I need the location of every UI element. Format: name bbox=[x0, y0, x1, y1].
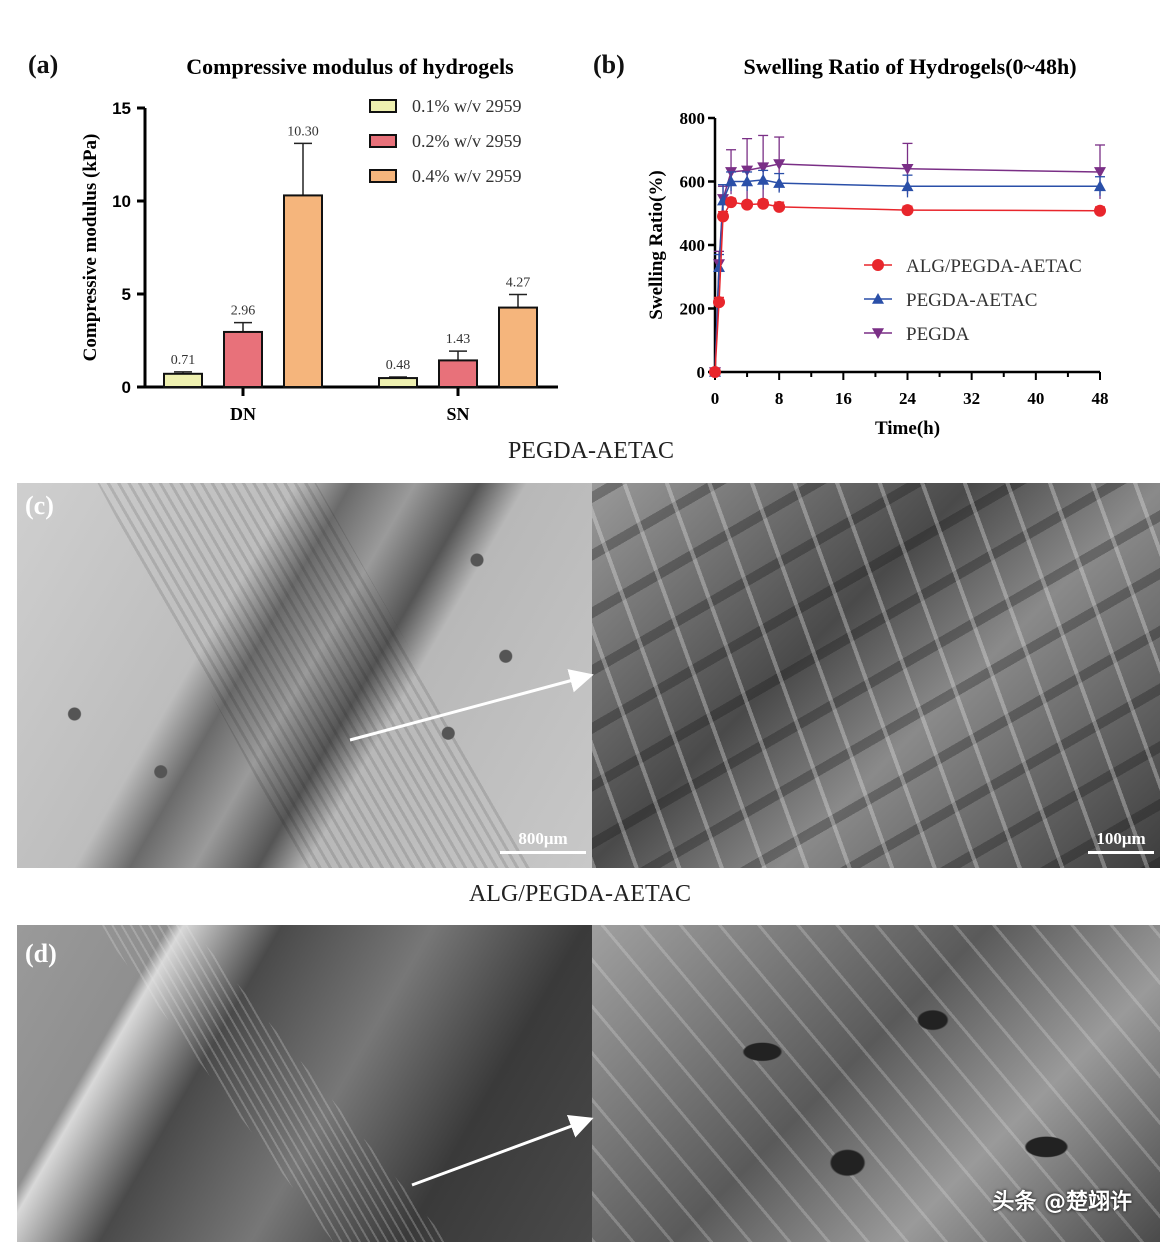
data-point bbox=[872, 328, 884, 339]
scale-bar-100um: 100μm bbox=[1088, 829, 1154, 854]
scale-label: 100μm bbox=[1096, 829, 1146, 848]
y-tick-label: 200 bbox=[680, 300, 706, 319]
scale-bar-800um: 800μm bbox=[500, 829, 586, 854]
bar bbox=[223, 330, 263, 388]
x-tick-label: 0 bbox=[711, 389, 720, 408]
watermark: 头条 @楚翊许 bbox=[992, 1190, 1132, 1215]
data-point bbox=[773, 177, 786, 188]
data-point bbox=[1094, 204, 1106, 217]
bar bbox=[378, 377, 418, 388]
data-point bbox=[773, 159, 786, 171]
data-point bbox=[725, 196, 738, 209]
data-point bbox=[725, 175, 738, 187]
data-point bbox=[709, 366, 721, 378]
data-label: 0.71 bbox=[171, 353, 196, 368]
y-tick-label: 0 bbox=[697, 363, 706, 382]
arrow-d bbox=[411, 1114, 594, 1187]
y-tick-label: 400 bbox=[680, 236, 706, 255]
scale-label: 800μm bbox=[518, 829, 568, 848]
panel-a-label: (a) bbox=[28, 50, 59, 79]
data-point bbox=[757, 162, 770, 174]
data-point bbox=[713, 261, 726, 273]
y-tick-label: 5 bbox=[122, 285, 131, 304]
data-label: 0.48 bbox=[386, 358, 411, 373]
legend-swatch bbox=[369, 134, 397, 148]
panel-d-title: ALG/PEGDA-AETAC bbox=[468, 881, 692, 907]
bar bbox=[163, 372, 203, 389]
legend-swatch bbox=[369, 99, 397, 113]
data-point bbox=[901, 164, 914, 175]
x-tick-label: 40 bbox=[1027, 389, 1044, 408]
legend-label: PEGDA bbox=[906, 324, 970, 345]
legend-swatch bbox=[369, 169, 397, 183]
data-label: 10.30 bbox=[287, 124, 319, 139]
data-point bbox=[773, 200, 786, 213]
y-tick-label: 600 bbox=[680, 173, 706, 192]
data-point bbox=[1094, 180, 1106, 192]
swelling-ratio-chart: Swelling Ratio of Hydrogels(0~48h) 0 200 40… bbox=[646, 54, 1109, 439]
legend-label: 0.2% w/v 2959 bbox=[412, 131, 522, 151]
data-label: 2.96 bbox=[231, 304, 256, 319]
data-point bbox=[872, 259, 884, 271]
x-axis-label: Time(h) bbox=[875, 418, 940, 439]
data-point bbox=[741, 165, 754, 177]
data-point bbox=[1094, 167, 1106, 178]
y-tick-label: 15 bbox=[112, 99, 131, 118]
data-point bbox=[872, 293, 884, 304]
panel-b-label: (b) bbox=[593, 50, 625, 79]
data-point bbox=[717, 210, 730, 223]
x-tick-label: 8 bbox=[775, 389, 784, 408]
compressive-modulus-chart: Compressive modulus of hydrogels 0 5 10 15 Co… bbox=[80, 54, 558, 424]
chart-title: Swelling Ratio of Hydrogels(0~48h) bbox=[743, 54, 1076, 79]
x-tick-label: SN bbox=[446, 404, 469, 424]
legend-label: 0.1% w/v 2959 bbox=[412, 96, 522, 116]
x-tick-label: 48 bbox=[1092, 389, 1109, 408]
y-axis-label: Swelling Ratio(%) bbox=[646, 170, 667, 319]
legend-label: PEGDA-AETAC bbox=[906, 290, 1037, 311]
data-label: 1.43 bbox=[446, 332, 471, 347]
panel-c-title: PEGDA-AETAC bbox=[507, 438, 675, 464]
panel-d-label: (d) bbox=[25, 939, 57, 968]
y-tick-label: 10 bbox=[112, 192, 131, 211]
sem-image-d-high-mag: 头条 @楚翊许 bbox=[592, 925, 1160, 1242]
x-tick-label: DN bbox=[230, 404, 256, 424]
sem-image-c-high-mag: 100μm bbox=[592, 483, 1160, 868]
bar bbox=[438, 359, 478, 389]
data-point bbox=[713, 296, 726, 309]
x-tick-label: 24 bbox=[899, 389, 917, 408]
chart-title: Compressive modulus of hydrogels bbox=[186, 54, 514, 79]
panel-c-label: (c) bbox=[25, 491, 54, 520]
y-axis-label: Compressive modulus (kPa) bbox=[80, 134, 101, 362]
data-point bbox=[757, 173, 770, 185]
arrow-c bbox=[349, 669, 594, 742]
data-point bbox=[741, 175, 754, 187]
data-point bbox=[901, 204, 914, 217]
x-tick-label: 32 bbox=[963, 389, 980, 408]
data-point bbox=[757, 197, 770, 210]
data-label: 4.27 bbox=[506, 276, 531, 291]
legend-label: 0.4% w/v 2959 bbox=[412, 166, 522, 186]
y-tick-label: 800 bbox=[680, 109, 706, 128]
bar bbox=[498, 306, 538, 388]
x-tick-label: 16 bbox=[835, 389, 852, 408]
sem-image-d-low-mag: (d) bbox=[17, 925, 592, 1242]
y-tick-label: 0 bbox=[122, 378, 131, 397]
sem-image-c-low-mag: (c) 800μm bbox=[17, 483, 592, 868]
bar bbox=[283, 194, 323, 388]
data-point bbox=[741, 198, 754, 211]
legend-label: ALG/PEGDA-AETAC bbox=[906, 256, 1082, 277]
data-point bbox=[901, 180, 914, 192]
